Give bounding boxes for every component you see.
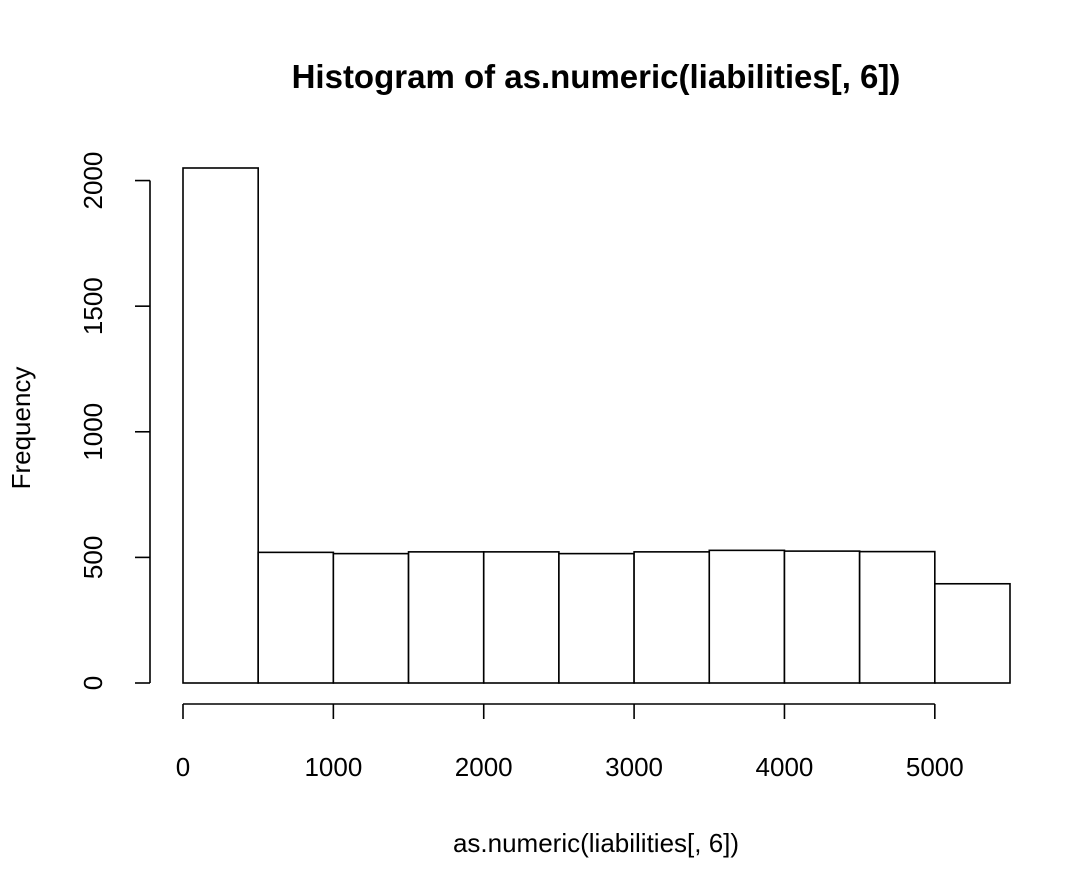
chart-title: Histogram of as.numeric(liabilities[, 6]…: [292, 58, 901, 95]
y-axis: 0 500 1000 1500 2000: [78, 152, 151, 690]
histogram-bar-5: [558, 552, 635, 684]
histogram-bar-1: [257, 551, 335, 684]
bars-group: [182, 167, 1011, 684]
y-tick-label: 1000: [78, 403, 108, 461]
y-tick-label: 1500: [78, 277, 108, 335]
x-tick-label: 0: [176, 752, 190, 782]
y-tick-label: 2000: [78, 152, 108, 210]
y-tick-label: 500: [78, 536, 108, 579]
x-tick-label: 2000: [455, 752, 513, 782]
x-axis: 0 1000 2000 3000 4000 5000: [176, 703, 964, 782]
x-tick-label: 1000: [304, 752, 362, 782]
histogram-bar-10: [934, 582, 1011, 684]
x-tick-label: 5000: [906, 752, 964, 782]
y-axis-label: Frequency: [6, 367, 36, 490]
histogram-bar-3: [407, 551, 485, 684]
y-tick-label: 0: [78, 676, 108, 690]
histogram-bar-4: [482, 551, 560, 684]
x-axis-label: as.numeric(liabilities[, 6]): [453, 828, 739, 858]
x-tick-label: 4000: [756, 752, 814, 782]
histogram-bar-6: [633, 551, 711, 684]
histogram-bar-7: [708, 549, 786, 684]
histogram-bar-8: [783, 550, 861, 684]
histogram-bar-9: [858, 550, 936, 684]
histogram-bar-0: [182, 167, 259, 684]
histogram-bar-2: [332, 552, 410, 684]
x-tick-label: 3000: [605, 752, 663, 782]
